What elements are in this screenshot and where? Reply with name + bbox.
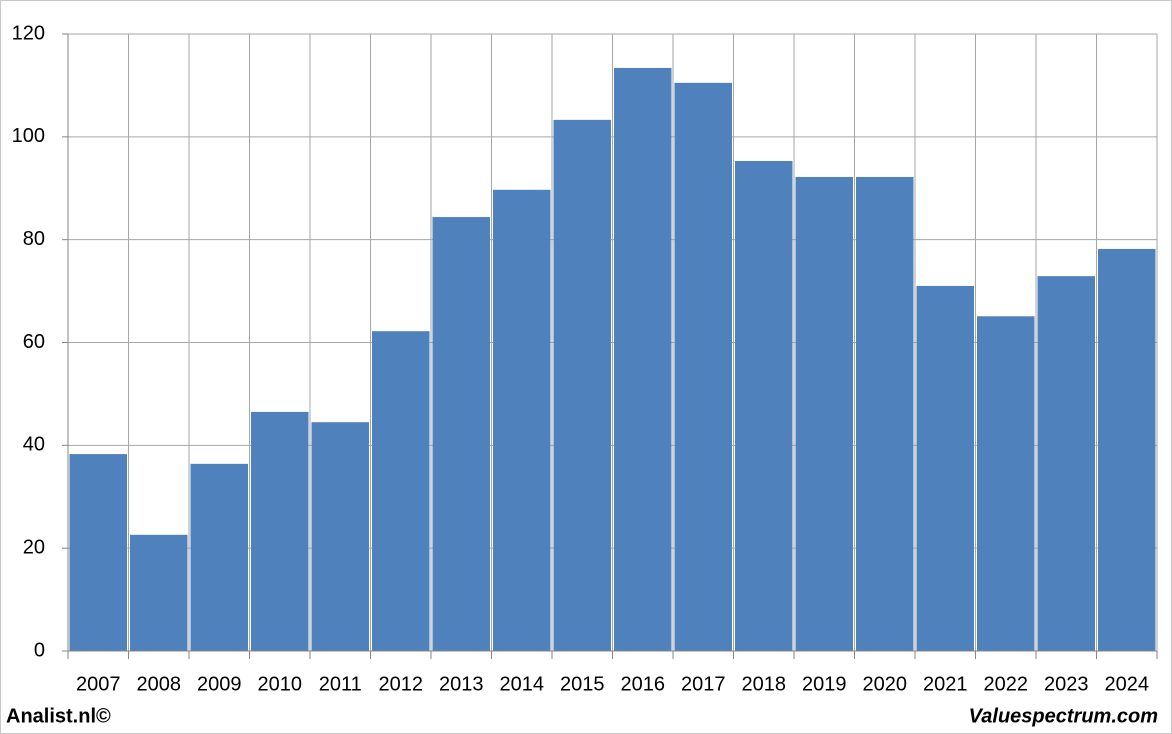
x-tick-label: 2013 [439, 673, 484, 695]
x-tick-label: 2011 [319, 673, 362, 695]
bar [130, 534, 188, 651]
bar [614, 67, 672, 651]
x-tick-label: 2010 [258, 673, 303, 695]
bar [69, 454, 127, 651]
x-tick-label: 2020 [863, 673, 908, 695]
y-tick-label: 80 [23, 228, 45, 250]
y-tick-label: 60 [23, 331, 45, 353]
bar [311, 422, 369, 651]
bar [432, 217, 490, 651]
bar [372, 331, 430, 651]
y-tick-label: 120 [12, 22, 45, 44]
bar [553, 119, 611, 651]
x-tick-label: 2019 [802, 673, 847, 695]
bar [795, 176, 853, 651]
y-tick-label: 20 [23, 536, 45, 558]
axis-layer: 0 20 40 60 80 100 120 2007 2008 2009 2010 2011 2012 2… [12, 22, 1158, 695]
bar [251, 411, 309, 651]
bar [856, 176, 914, 651]
x-tick-label: 2014 [500, 673, 545, 695]
y-tick-label: 100 [12, 125, 45, 147]
bar [493, 189, 551, 652]
x-tick-label: 2022 [984, 673, 1029, 695]
bar-layer [69, 67, 1156, 652]
bar [190, 463, 248, 651]
x-tick-label: 2015 [560, 673, 605, 695]
x-tick-label: 2016 [621, 673, 666, 695]
credit-right: Valuespectrum.com [969, 705, 1158, 727]
bar [916, 285, 974, 651]
x-tick-label: 2008 [137, 673, 182, 695]
y-tick-label: 40 [23, 434, 45, 456]
bar [674, 82, 732, 652]
x-tick-label: 2017 [681, 673, 726, 695]
x-tick-label: 2024 [1105, 673, 1150, 695]
x-tick-label: 2007 [76, 673, 121, 695]
x-tick-label: 2018 [742, 673, 787, 695]
bar [735, 160, 793, 652]
y-tick-label: 0 [34, 639, 45, 661]
bar [1037, 276, 1095, 651]
x-tick-label: 2009 [197, 673, 242, 695]
x-tick-label: 2023 [1044, 673, 1089, 695]
bar [1098, 248, 1156, 651]
bar [977, 316, 1035, 651]
credit-left: Analist.nl© [6, 705, 111, 727]
x-tick-label: 2021 [923, 673, 968, 695]
x-tick-label: 2012 [379, 673, 424, 695]
